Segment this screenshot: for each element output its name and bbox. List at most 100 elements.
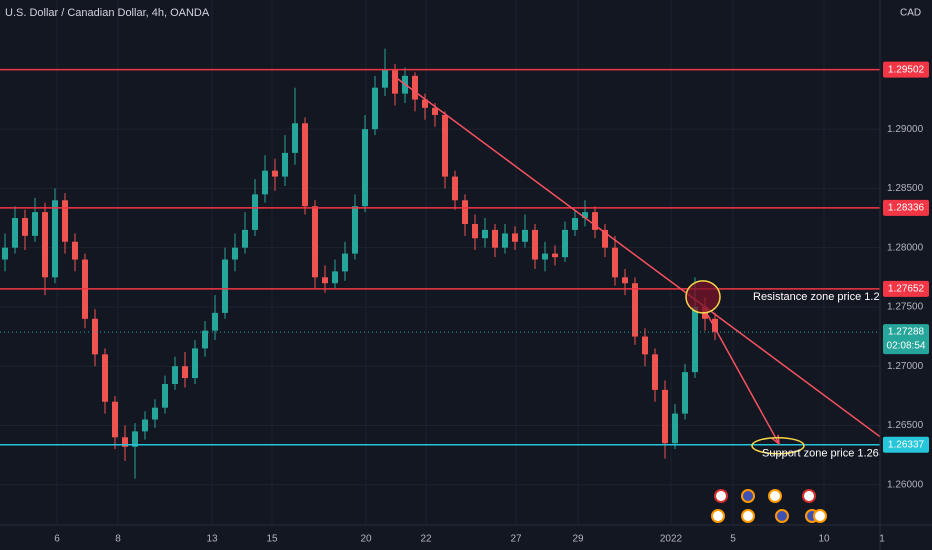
candle-body xyxy=(392,69,398,94)
price-axis xyxy=(880,0,932,550)
candle-body xyxy=(592,212,598,230)
y-tick-label: 1.26000 xyxy=(887,479,924,490)
candle-body xyxy=(232,247,238,260)
candle-body xyxy=(502,233,508,248)
x-tick-label: 13 xyxy=(206,534,218,545)
candle-body xyxy=(262,170,268,195)
zone-ellipse xyxy=(685,280,721,314)
candle-body xyxy=(712,318,718,332)
candle-body xyxy=(382,69,388,88)
grid xyxy=(0,0,880,525)
candle-body xyxy=(542,253,548,260)
candle-body xyxy=(422,99,428,108)
candle-body xyxy=(532,229,538,260)
candle-body xyxy=(462,200,468,224)
trend-line xyxy=(391,74,881,438)
candle-body xyxy=(352,206,358,254)
candle-body xyxy=(132,431,138,447)
x-tick-label: 29 xyxy=(572,534,584,545)
candle-body xyxy=(662,389,668,444)
candle-body xyxy=(632,283,638,337)
event-icon xyxy=(741,489,755,503)
price-label: 1.28336 xyxy=(888,203,925,214)
candle-body xyxy=(652,354,658,390)
candle-body xyxy=(442,114,448,177)
x-tick-label: 27 xyxy=(510,534,522,545)
candle-body xyxy=(612,247,618,278)
x-tick-label: 6 xyxy=(54,534,60,545)
candle-body xyxy=(282,152,288,177)
candle-body xyxy=(42,212,48,278)
y-tick-label: 1.28000 xyxy=(887,242,924,253)
x-tick-label: 15 xyxy=(266,534,278,545)
currency-label: CAD xyxy=(900,8,921,19)
y-tick-label: 1.26500 xyxy=(887,420,924,431)
event-icon xyxy=(813,509,827,523)
candle-body xyxy=(112,401,118,438)
event-icon xyxy=(775,509,789,523)
x-tick-label: 10 xyxy=(818,534,830,545)
candle-body xyxy=(602,229,608,248)
event-icon xyxy=(768,489,782,503)
x-tick-label: 20 xyxy=(360,534,372,545)
candle-body xyxy=(582,212,588,219)
candle-body xyxy=(272,170,278,177)
price-label-box xyxy=(883,61,929,78)
candle-body xyxy=(152,407,158,420)
candle-body xyxy=(92,318,98,355)
candle-body xyxy=(22,218,28,236)
candle-body xyxy=(672,413,678,444)
candle-body xyxy=(482,229,488,239)
candle-body xyxy=(692,306,698,373)
x-tick-label: 5 xyxy=(730,534,736,545)
event-icon xyxy=(714,489,728,503)
candle-body xyxy=(202,330,208,349)
candle-body xyxy=(522,229,528,242)
candle-body xyxy=(182,366,188,379)
x-tick-label: 8 xyxy=(115,534,121,545)
event-icons xyxy=(711,489,827,523)
candle-body xyxy=(552,253,558,258)
price-label-box xyxy=(883,436,929,453)
event-icon xyxy=(711,509,725,523)
candle-body xyxy=(322,277,328,284)
price-label-box xyxy=(883,280,929,297)
axes: 1.26000 1.26500 1.27000 1.27500 1.28000 1.285… xyxy=(54,61,929,545)
plot: Resistance zone price 1.27652 Support zon… xyxy=(0,48,904,479)
candle-body xyxy=(492,229,498,248)
candle-body xyxy=(72,241,78,260)
candle-body xyxy=(452,176,458,201)
event-icon xyxy=(802,489,816,503)
candle-body xyxy=(362,129,368,207)
price-label: 1.27652 xyxy=(888,284,925,295)
candle-body xyxy=(2,247,8,260)
candle-body xyxy=(572,218,578,230)
candle-body xyxy=(332,271,338,284)
candle-body xyxy=(372,87,378,130)
chart-title: U.S. Dollar / Canadian Dollar, 4h, OANDA xyxy=(5,7,210,19)
candle-body xyxy=(52,200,58,278)
candle-body xyxy=(212,312,218,331)
y-tick-label: 1.29000 xyxy=(887,124,924,135)
candle-body xyxy=(222,259,228,313)
y-tick-label: 1.27000 xyxy=(887,361,924,372)
candle-body xyxy=(312,206,318,278)
x-tick-label: 1 xyxy=(879,534,885,545)
candle-body xyxy=(172,366,178,384)
zone-ellipse xyxy=(751,436,805,455)
candle-body xyxy=(292,123,298,153)
candle-body xyxy=(122,437,128,447)
price-label: 1.26337 xyxy=(888,439,925,450)
candle-body xyxy=(682,372,688,414)
candle-body xyxy=(102,354,108,402)
candle-body xyxy=(432,107,438,115)
candle-body xyxy=(512,233,518,242)
candle-body xyxy=(562,229,568,258)
event-icon xyxy=(741,509,755,523)
countdown-label: 02:08:54 xyxy=(887,341,926,352)
last-price-box xyxy=(883,324,929,355)
candle-body xyxy=(32,212,38,236)
price-label-box xyxy=(883,199,929,216)
